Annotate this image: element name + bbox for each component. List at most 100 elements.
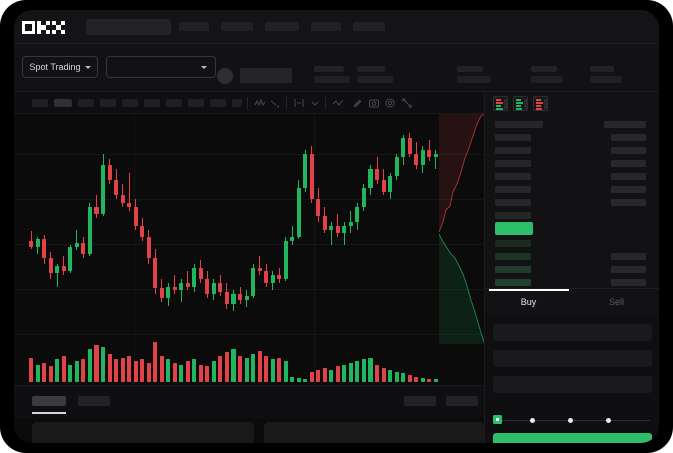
nav-item-1[interactable] bbox=[179, 22, 209, 31]
order-book-mode-group bbox=[493, 96, 548, 111]
tab-sell[interactable]: Sell bbox=[573, 289, 659, 315]
orderbook-bid-amount bbox=[611, 253, 646, 260]
stat-24h-volume bbox=[590, 66, 622, 83]
slider-step-25[interactable] bbox=[530, 418, 535, 423]
orderbook-mode-bids-icon[interactable] bbox=[513, 96, 528, 111]
amount-field[interactable] bbox=[493, 350, 652, 367]
positions-panel[interactable] bbox=[264, 422, 484, 443]
indicator-icon[interactable] bbox=[332, 97, 344, 109]
orderbook-bid-row[interactable] bbox=[495, 266, 531, 273]
chart-tab-1[interactable] bbox=[32, 396, 66, 406]
trading-mode-select[interactable]: Spot Trading bbox=[22, 56, 98, 78]
order-book-panel bbox=[484, 92, 659, 288]
nav-item-5[interactable] bbox=[353, 22, 385, 31]
okx-logo[interactable] bbox=[22, 21, 66, 34]
chart-toolbar bbox=[14, 92, 484, 114]
amount-slider-handle[interactable] bbox=[493, 415, 502, 424]
order-entry-form bbox=[484, 314, 659, 443]
logo-letter-o bbox=[22, 21, 35, 34]
orderbook-bid-row[interactable] bbox=[495, 240, 531, 247]
chevron-down-icon[interactable] bbox=[309, 97, 321, 109]
price-chart[interactable] bbox=[14, 114, 484, 385]
orderbook-current-price bbox=[495, 222, 533, 235]
submit-order-button[interactable] bbox=[493, 433, 652, 443]
total-field[interactable] bbox=[493, 376, 652, 393]
orderbook-ask-amount bbox=[611, 160, 646, 167]
timeframe-button-5[interactable] bbox=[122, 99, 138, 107]
slider-step-50[interactable] bbox=[568, 418, 573, 423]
orderbook-bid-amount bbox=[611, 266, 646, 273]
timeframe-button-1[interactable] bbox=[32, 99, 48, 107]
orderbook-ask-amount bbox=[611, 134, 646, 141]
toolbar-divider bbox=[286, 97, 287, 109]
chart-action-1[interactable] bbox=[404, 396, 436, 406]
chart-action-2[interactable] bbox=[446, 396, 478, 406]
nav-item-4[interactable] bbox=[311, 22, 341, 31]
stat-last-price bbox=[314, 66, 350, 83]
timeframe-button-3[interactable] bbox=[78, 99, 94, 107]
trendline-icon[interactable] bbox=[270, 97, 282, 109]
orderbook-ask-row[interactable] bbox=[495, 147, 531, 154]
active-tab-indicator bbox=[489, 289, 569, 291]
tab-sell-label: Sell bbox=[608, 297, 624, 307]
orderbook-ask-row[interactable] bbox=[495, 186, 531, 193]
active-tab-indicator bbox=[32, 412, 66, 414]
orderbook-ask-row[interactable] bbox=[495, 199, 531, 206]
eraser-icon[interactable] bbox=[351, 97, 363, 109]
stat-24h-low bbox=[531, 66, 563, 83]
timeframe-button-6[interactable] bbox=[144, 99, 160, 107]
orderbook-ask-row[interactable] bbox=[495, 134, 531, 141]
pair-name-placeholder bbox=[240, 68, 292, 83]
orderbook-bid-row[interactable] bbox=[495, 253, 531, 260]
app-screen: Spot Trading bbox=[14, 10, 659, 443]
chevron-down-icon bbox=[201, 66, 207, 69]
orderbook-header-price bbox=[495, 121, 543, 128]
orderbook-bid-amount bbox=[611, 279, 646, 286]
timeframe-button-4[interactable] bbox=[100, 99, 116, 107]
orderbook-ask-row[interactable] bbox=[495, 160, 531, 167]
wave-icon[interactable] bbox=[254, 97, 266, 109]
settings-icon[interactable] bbox=[384, 97, 396, 109]
logo-letter-k bbox=[37, 21, 50, 34]
toolbar-divider bbox=[325, 97, 326, 109]
nav-item-2[interactable] bbox=[221, 22, 253, 31]
camera-icon[interactable] bbox=[368, 97, 380, 109]
orderbook-bid-row[interactable] bbox=[495, 279, 531, 286]
toolbar-divider bbox=[247, 97, 248, 109]
fibonacci-icon[interactable] bbox=[293, 97, 305, 109]
trading-mode-label: Spot Trading bbox=[29, 62, 81, 72]
chevron-down-icon bbox=[84, 65, 91, 69]
bottom-panels bbox=[14, 418, 484, 443]
timeframe-button-10[interactable] bbox=[232, 99, 242, 107]
orderbook-header-amount bbox=[604, 121, 646, 128]
chart-bottom-tabs bbox=[14, 385, 484, 418]
tab-buy[interactable]: Buy bbox=[485, 289, 572, 315]
timeframe-button-2[interactable] bbox=[54, 99, 72, 107]
slider-step-75[interactable] bbox=[606, 418, 611, 423]
search-input[interactable] bbox=[86, 19, 171, 35]
orderbook-ask-amount bbox=[611, 186, 646, 193]
timeframe-button-8[interactable] bbox=[188, 99, 204, 107]
stat-24h-change bbox=[357, 66, 393, 83]
orderbook-mode-both-icon[interactable] bbox=[493, 96, 508, 111]
buy-sell-tabs: Buy Sell bbox=[484, 288, 659, 314]
orders-panel[interactable] bbox=[32, 422, 254, 443]
orderbook-ask-amount bbox=[611, 173, 646, 180]
price-field[interactable] bbox=[493, 324, 652, 341]
fullscreen-icon[interactable] bbox=[401, 97, 413, 109]
chart-tab-2[interactable] bbox=[78, 396, 110, 406]
timeframe-button-9[interactable] bbox=[210, 99, 226, 107]
orderbook-ask-row[interactable] bbox=[495, 212, 531, 219]
stat-24h-high bbox=[457, 66, 491, 83]
orderbook-ask-amount bbox=[611, 147, 646, 154]
tab-buy-label: Buy bbox=[520, 297, 537, 307]
trading-pair-select[interactable] bbox=[106, 56, 216, 78]
coin-avatar bbox=[217, 68, 233, 84]
orderbook-ask-amount bbox=[611, 199, 646, 206]
logo-letter-x bbox=[52, 21, 65, 34]
orderbook-ask-row[interactable] bbox=[495, 173, 531, 180]
nav-item-3[interactable] bbox=[265, 22, 299, 31]
orderbook-mode-asks-icon[interactable] bbox=[533, 96, 548, 111]
timeframe-button-7[interactable] bbox=[166, 99, 182, 107]
